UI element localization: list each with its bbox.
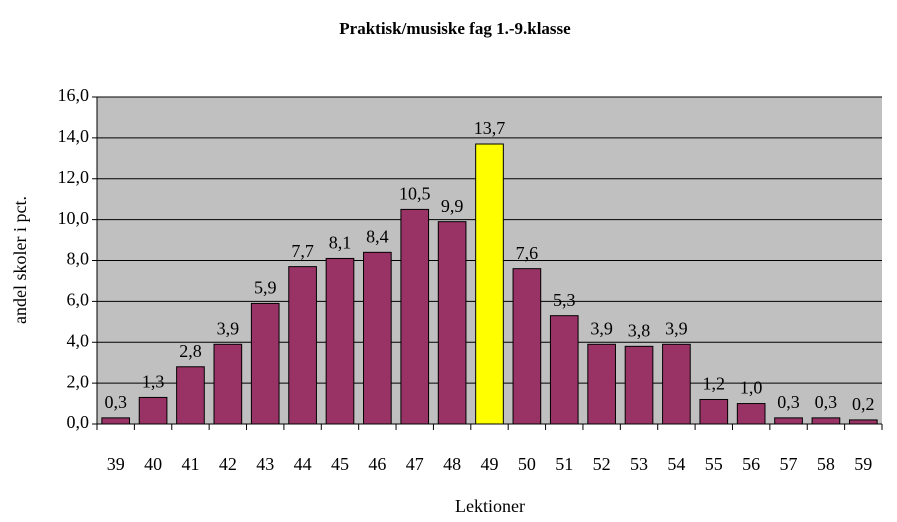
data-label: 5,3 xyxy=(553,290,576,310)
bar xyxy=(699,398,729,425)
data-label: 8,4 xyxy=(366,226,389,246)
y-tick-label: 4,0 xyxy=(67,330,90,350)
x-tick-label: 49 xyxy=(481,454,499,474)
bar xyxy=(736,403,766,425)
data-label: 1,0 xyxy=(740,378,763,398)
data-label: 3,9 xyxy=(665,318,688,338)
x-tick-label: 45 xyxy=(331,454,349,474)
data-label: 1,3 xyxy=(142,372,165,392)
x-tick-label: 57 xyxy=(780,454,798,474)
bar xyxy=(549,315,579,425)
data-label: 10,5 xyxy=(399,184,431,204)
bar xyxy=(774,417,803,425)
x-tick-label: 56 xyxy=(742,454,760,474)
data-label: 2,8 xyxy=(179,341,202,361)
x-tick-label: 52 xyxy=(593,454,611,474)
y-tick-label: 0,0 xyxy=(67,412,90,432)
data-label: 3,9 xyxy=(590,318,613,338)
data-label: 0,3 xyxy=(777,392,800,412)
bar xyxy=(138,396,168,425)
x-tick-label: 55 xyxy=(705,454,723,474)
data-label: 5,9 xyxy=(254,278,277,298)
bar xyxy=(325,257,355,425)
bar xyxy=(624,345,654,425)
data-label: 0,3 xyxy=(104,392,127,412)
bar xyxy=(288,266,317,425)
x-tick-label: 59 xyxy=(854,454,872,474)
bar xyxy=(101,417,131,425)
bar xyxy=(587,343,616,425)
y-axis-label: andel skoler i pct. xyxy=(10,196,30,324)
data-label: 7,6 xyxy=(516,243,539,263)
y-tick-label: 10,0 xyxy=(58,208,90,228)
x-tick-label: 42 xyxy=(219,454,237,474)
x-tick-label: 47 xyxy=(406,454,424,474)
bar xyxy=(848,419,878,425)
data-label: 7,7 xyxy=(291,241,314,261)
x-tick-label: 43 xyxy=(256,454,274,474)
data-label: 0,2 xyxy=(852,394,875,414)
x-tick-label: 46 xyxy=(368,454,386,474)
x-tick-label: 48 xyxy=(443,454,461,474)
y-tick-label: 6,0 xyxy=(67,290,90,310)
y-tick-label: 12,0 xyxy=(58,167,90,187)
x-tick-label: 40 xyxy=(144,454,162,474)
x-tick-label: 51 xyxy=(555,454,573,474)
bar xyxy=(400,208,430,425)
data-label: 3,9 xyxy=(217,318,240,338)
x-axis-label: Lektioner xyxy=(455,496,525,516)
y-tick-label: 16,0 xyxy=(58,85,90,105)
y-tick-label: 8,0 xyxy=(67,249,90,269)
y-tick-label: 2,0 xyxy=(67,371,90,391)
chart-title: Praktisk/musiske fag 1.-9.klasse xyxy=(339,19,571,38)
data-label: 3,8 xyxy=(628,320,651,340)
bar xyxy=(662,343,691,425)
data-label: 9,9 xyxy=(441,196,464,216)
data-label: 13,7 xyxy=(474,118,506,138)
x-tick-label: 39 xyxy=(107,454,125,474)
bar xyxy=(250,302,280,425)
x-tick-label: 44 xyxy=(294,454,312,474)
x-tick-label: 58 xyxy=(817,454,835,474)
data-label: 1,2 xyxy=(703,374,726,394)
bar xyxy=(512,268,542,425)
bar xyxy=(811,417,841,425)
bar xyxy=(475,143,504,425)
x-tick-label: 41 xyxy=(181,454,199,474)
bar xyxy=(437,221,467,425)
x-tick-label: 53 xyxy=(630,454,648,474)
bar xyxy=(176,366,205,425)
x-tick-label: 54 xyxy=(667,454,685,474)
x-tick-label: 50 xyxy=(518,454,536,474)
y-tick-label: 14,0 xyxy=(58,126,90,146)
data-label: 8,1 xyxy=(329,233,352,253)
bar xyxy=(363,251,392,425)
bar xyxy=(213,343,243,425)
data-label: 0,3 xyxy=(815,392,838,412)
